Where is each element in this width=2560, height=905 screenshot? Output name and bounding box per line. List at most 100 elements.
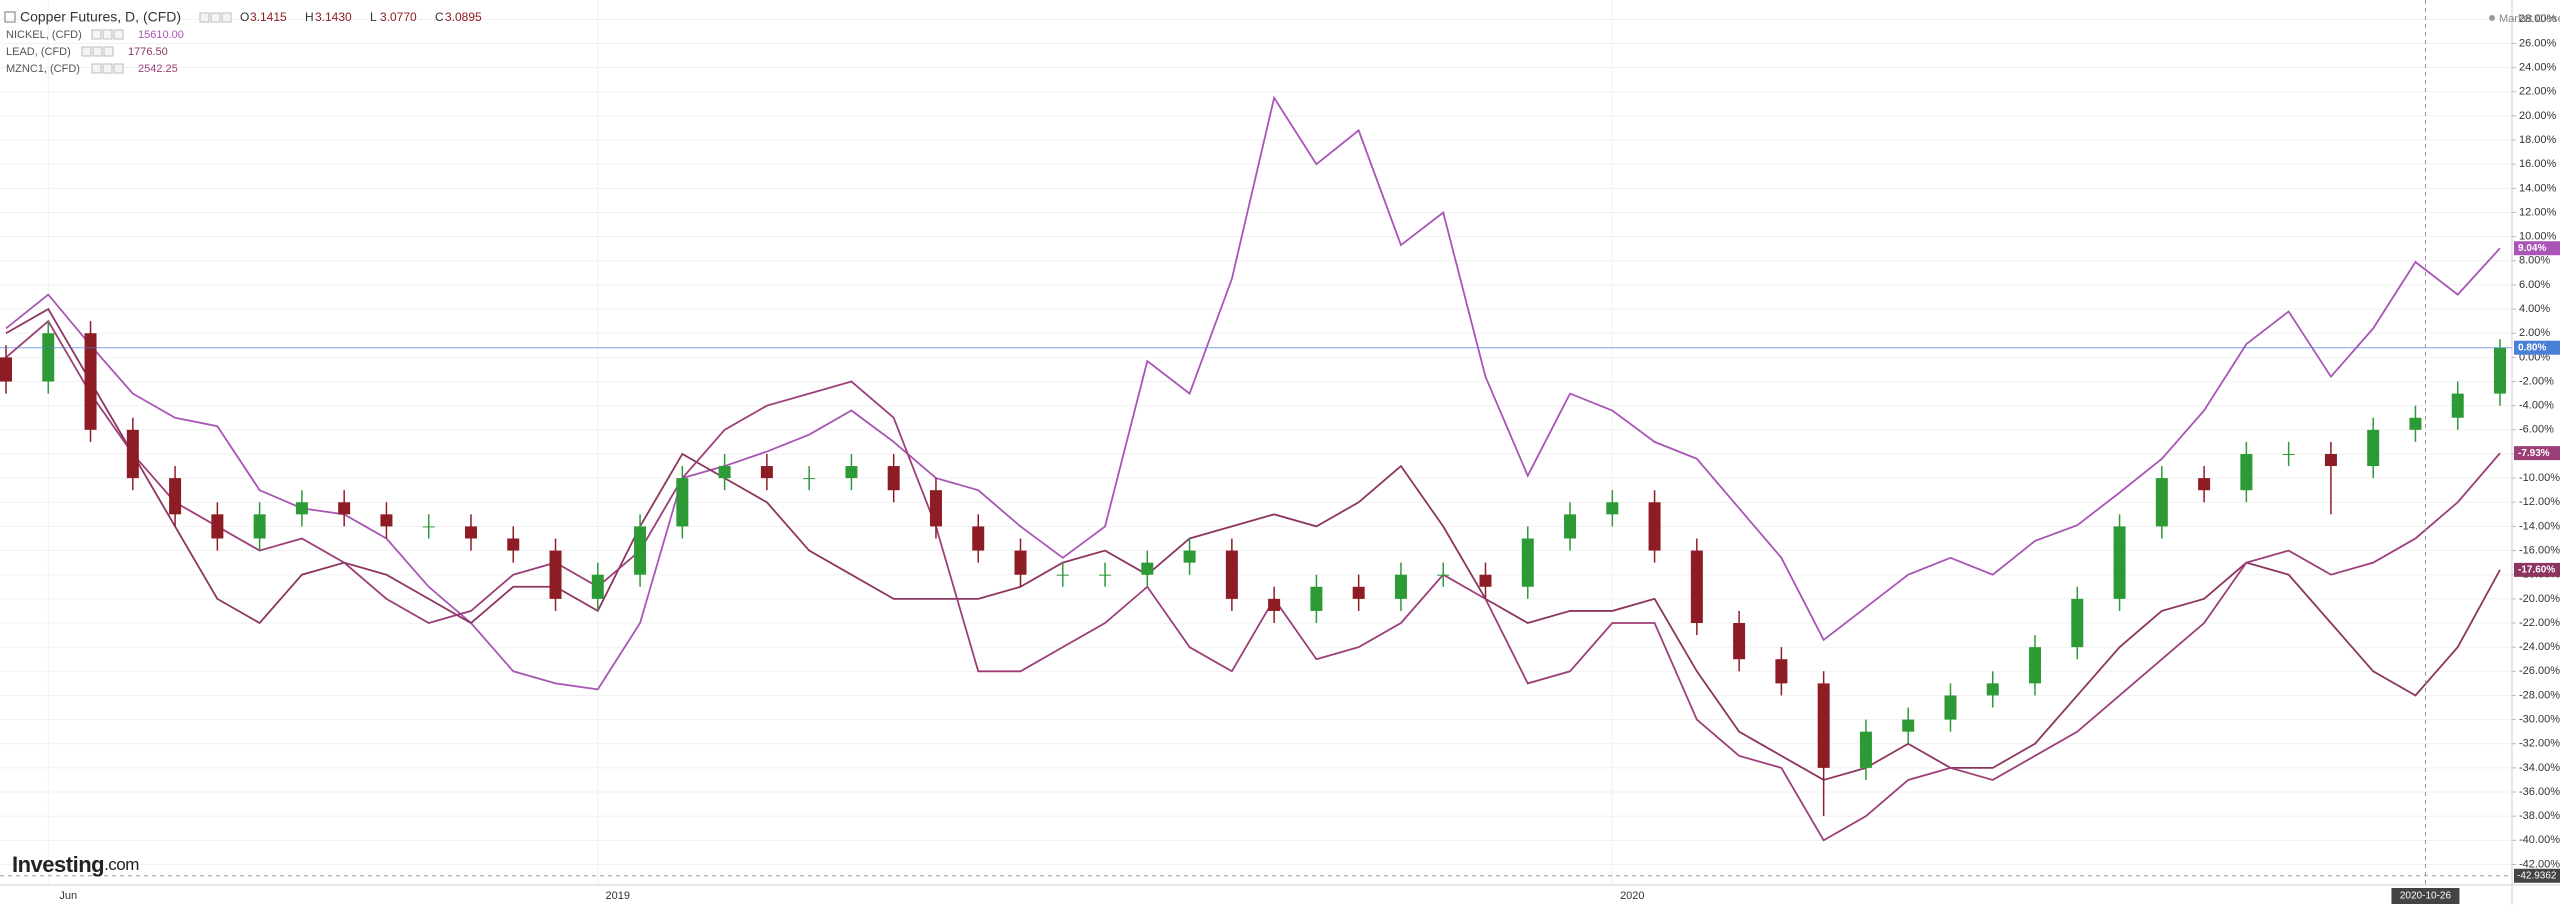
candle-body — [507, 538, 520, 551]
y-tick-label: -20.00% — [2519, 593, 2560, 605]
x-tick-label: 2019 — [606, 890, 630, 902]
legend-button[interactable] — [103, 46, 114, 57]
end-label: -17.60% — [2518, 565, 2555, 576]
candle-body — [2240, 453, 2253, 491]
legend-name: NICKEL, (CFD) — [6, 29, 82, 41]
y-tick-label: -2.00% — [2519, 375, 2554, 387]
y-tick-label: -30.00% — [2519, 713, 2560, 725]
y-tick-label: 6.00% — [2519, 279, 2550, 291]
legend-button[interactable] — [91, 29, 102, 40]
candle-body — [2451, 393, 2464, 418]
candle-body — [1056, 574, 1069, 576]
legend-price: 15610.00 — [138, 29, 184, 41]
candle-body — [1733, 623, 1746, 660]
legend-button[interactable] — [102, 63, 113, 74]
plot-area — [0, 0, 2512, 885]
legend-price: 1776.50 — [128, 46, 168, 58]
legend: Copper Futures, D, (CFD) O 3.1415 H 3.1430 L 3… — [4, 9, 482, 75]
legend-title: Copper Futures, D, (CFD) — [20, 9, 181, 25]
candle-body — [1225, 550, 1238, 599]
ohlc-value: 3.0770 — [380, 10, 417, 24]
candle-body — [591, 574, 604, 599]
candle-body — [295, 502, 308, 515]
y-tick-label: -14.00% — [2519, 520, 2560, 532]
candle-body — [887, 466, 900, 491]
series-line — [5, 307, 2501, 781]
legend-button[interactable] — [199, 12, 210, 23]
candle-body — [803, 478, 816, 480]
candle-body — [126, 429, 139, 479]
legend-price: 2542.25 — [138, 63, 178, 75]
candle-body — [929, 490, 942, 527]
y-tick-label: 4.00% — [2519, 303, 2550, 315]
candle-body — [1479, 574, 1492, 587]
y-tick-label: 14.00% — [2519, 182, 2557, 194]
end-label-bg — [2514, 241, 2560, 256]
crosshair-x-label: 2020-10-26 — [2400, 891, 2452, 902]
y-tick-label: -42.00% — [2519, 858, 2560, 870]
legend-button[interactable] — [102, 29, 113, 40]
y-tick-label: -28.00% — [2519, 689, 2560, 701]
y-tick-label: 24.00% — [2519, 62, 2557, 74]
candle-body — [1394, 574, 1407, 599]
candle-body — [422, 526, 435, 528]
ohlc-value: 3.1415 — [250, 10, 287, 24]
y-tick-label: -38.00% — [2519, 810, 2560, 822]
brand-main: Investing — [12, 852, 104, 877]
candle-body — [1817, 683, 1830, 768]
candle-body — [253, 514, 266, 539]
candle-body — [2282, 453, 2295, 455]
end-label-bg — [2514, 562, 2560, 577]
candle-body — [634, 526, 647, 575]
candle-body — [1014, 550, 1027, 575]
crosshair-y-label: -42.9362 — [2517, 870, 2557, 881]
series-line — [5, 319, 2501, 842]
candle-body — [42, 333, 55, 382]
candle-body — [845, 466, 858, 479]
y-tick-label: -16.00% — [2519, 544, 2560, 556]
candle-body — [676, 478, 689, 527]
candle-body — [2494, 347, 2506, 394]
collapse-button[interactable] — [4, 11, 16, 23]
series-line — [5, 95, 2501, 691]
candle-body — [760, 466, 773, 479]
y-tick-label: -32.00% — [2519, 738, 2560, 750]
y-tick-label: -6.00% — [2519, 424, 2554, 436]
y-tick-label: -40.00% — [2519, 834, 2560, 846]
candle-body — [2367, 429, 2380, 467]
candle-body — [1564, 514, 1577, 539]
grid — [0, 0, 2512, 885]
legend-button[interactable] — [91, 63, 102, 74]
legend-button[interactable] — [113, 29, 124, 40]
candle-body — [2409, 417, 2422, 430]
candle-body — [211, 514, 224, 539]
legend-button[interactable] — [221, 12, 232, 23]
end-label: 9.04% — [2518, 243, 2546, 254]
legend-button[interactable] — [92, 46, 103, 57]
candle-body — [169, 478, 182, 515]
candle-body — [464, 526, 477, 539]
brand: Investing.com — [12, 852, 140, 877]
market-status: Market Closed — [2489, 13, 2560, 25]
legend-button[interactable] — [113, 63, 124, 74]
candle-body — [2113, 526, 2126, 599]
legend-button[interactable] — [81, 46, 92, 57]
candle-body — [718, 466, 731, 479]
candle-body — [2029, 647, 2042, 684]
legend-button[interactable] — [210, 12, 221, 23]
y-tick-label: -22.00% — [2519, 617, 2560, 629]
ohlc-value: 3.1430 — [315, 10, 352, 24]
candle-body — [972, 526, 985, 551]
ohlc-value: 3.0895 — [445, 10, 482, 24]
candle-body — [549, 550, 562, 599]
y-tick-label: 10.00% — [2519, 231, 2557, 243]
y-tick-label: -24.00% — [2519, 641, 2560, 653]
candle-body — [1902, 719, 1915, 732]
candle-body — [1986, 683, 1999, 696]
legend-name: LEAD, (CFD) — [6, 46, 71, 58]
ohlc-key: C — [435, 10, 444, 24]
candle-body — [1268, 598, 1281, 611]
